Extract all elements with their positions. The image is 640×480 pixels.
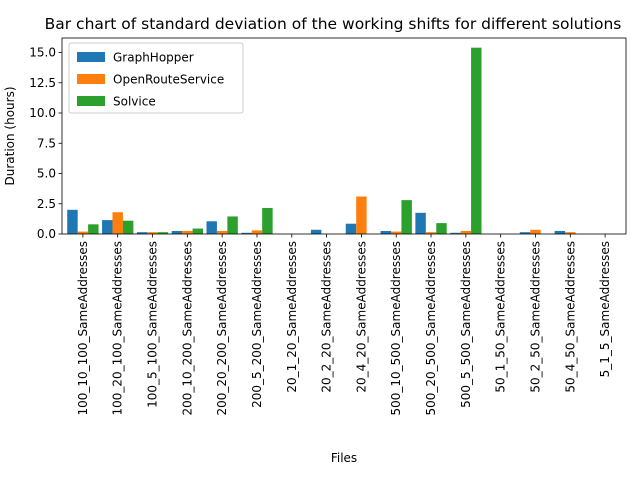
x-tick-label: 500_20_500_SameAddresses xyxy=(424,241,438,416)
x-tick-label: 500_10_500_SameAddresses xyxy=(389,241,403,416)
series-openrouteservice xyxy=(77,196,576,234)
bar-solvice-4 xyxy=(227,216,238,234)
legend-box xyxy=(68,42,244,114)
bar-openrouteservice-3 xyxy=(182,230,193,234)
y-axis: 0.0 2.5 5.0 7.5 10.0 12.5 15.0 xyxy=(29,46,62,241)
bar-solvice-0 xyxy=(88,224,99,234)
bar-openrouteservice-8 xyxy=(356,196,367,234)
bar-openrouteservice-9 xyxy=(391,231,402,234)
y-tick-label: 0.0 xyxy=(37,227,56,241)
x-tick-label: 50_2_50_SameAddresses xyxy=(528,241,542,393)
bar-openrouteservice-13 xyxy=(530,229,541,234)
bar-graphhopper-4 xyxy=(206,221,217,234)
y-tick-label: 5.0 xyxy=(37,167,56,181)
bar-openrouteservice-10 xyxy=(425,232,437,234)
x-tick-label: 200_20_200_SameAddresses xyxy=(215,241,229,416)
y-tick-label: 10.0 xyxy=(29,106,56,120)
legend-label-graphhopper: GraphHopper xyxy=(113,51,194,65)
series-graphhopper xyxy=(67,209,566,234)
bar-openrouteservice-11 xyxy=(460,230,472,234)
x-tick-label: 50_4_50_SameAddresses xyxy=(563,241,577,393)
bar-solvice-5 xyxy=(262,207,273,234)
bar-openrouteservice-2 xyxy=(147,232,158,234)
bar-graphhopper-9 xyxy=(380,230,391,234)
x-tick-label: 20_1_20_SameAddresses xyxy=(285,241,299,393)
x-tick-label: 20_4_20_SameAddresses xyxy=(354,241,368,393)
bar-graphhopper-7 xyxy=(310,229,322,234)
x-tick-label: 100_5_100_SameAddresses xyxy=(146,241,160,408)
bar-graphhopper-11 xyxy=(450,232,461,234)
bar-openrouteservice-4 xyxy=(216,230,228,234)
x-tick-label: 100_20_100_SameAddresses xyxy=(111,241,125,416)
bar-solvice-2 xyxy=(157,232,169,234)
x-axis-label: Files xyxy=(331,451,357,465)
legend: GraphHopper OpenRouteService Solvice xyxy=(68,42,244,114)
bar-openrouteservice-0 xyxy=(77,231,89,234)
bar-openrouteservice-5 xyxy=(251,230,263,234)
bar-graphhopper-8 xyxy=(345,223,357,234)
x-tick-label: 500_5_500_SameAddresses xyxy=(459,241,473,408)
legend-swatch-openrouteservice xyxy=(77,74,105,84)
legend-label-solvice: Solvice xyxy=(113,95,156,109)
bar-graphhopper-1 xyxy=(102,220,113,234)
x-axis: 100_10_100_SameAddresses 100_20_100_SameA… xyxy=(76,234,612,416)
x-tick-label: 200_5_200_SameAddresses xyxy=(250,241,264,408)
x-tick-label: 5_1_5_SameAddresses xyxy=(598,241,612,377)
bar-solvice-11 xyxy=(471,47,482,234)
legend-swatch-graphhopper xyxy=(77,52,105,62)
chart-title: Bar chart of standard deviation of the w… xyxy=(45,15,622,33)
bar-solvice-3 xyxy=(192,228,203,234)
x-tick-label: 50_1_50_SameAddresses xyxy=(494,241,508,393)
x-tick-label: 200_10_200_SameAddresses xyxy=(180,241,194,416)
x-tick-label: 20_2_20_SameAddresses xyxy=(320,241,334,393)
bar-graphhopper-0 xyxy=(67,209,78,234)
y-tick-label: 15.0 xyxy=(29,46,56,60)
x-tick-label: 100_10_100_SameAddresses xyxy=(76,241,90,416)
bar-graphhopper-5 xyxy=(241,232,252,234)
legend-label-openrouteservice: OpenRouteService xyxy=(113,73,224,87)
bar-graphhopper-13 xyxy=(519,232,531,234)
bar-graphhopper-10 xyxy=(415,212,426,234)
bar-graphhopper-14 xyxy=(554,230,566,234)
bar-solvice-9 xyxy=(401,200,412,234)
y-tick-label: 2.5 xyxy=(37,197,56,211)
bar-graphhopper-3 xyxy=(171,230,183,234)
bar-solvice-1 xyxy=(122,220,134,234)
axes-frame xyxy=(61,37,627,235)
bar-openrouteservice-1 xyxy=(112,212,123,234)
bar-solvice-10 xyxy=(436,223,447,234)
legend-swatch-solvice xyxy=(77,96,105,106)
y-tick-label: 12.5 xyxy=(29,76,56,90)
bars-group xyxy=(67,47,576,234)
series-solvice xyxy=(88,47,482,234)
y-tick-label: 7.5 xyxy=(37,136,56,150)
y-axis-label: Duration (hours) xyxy=(3,86,17,185)
bar-openrouteservice-14 xyxy=(565,232,576,234)
bar-graphhopper-2 xyxy=(136,232,148,234)
